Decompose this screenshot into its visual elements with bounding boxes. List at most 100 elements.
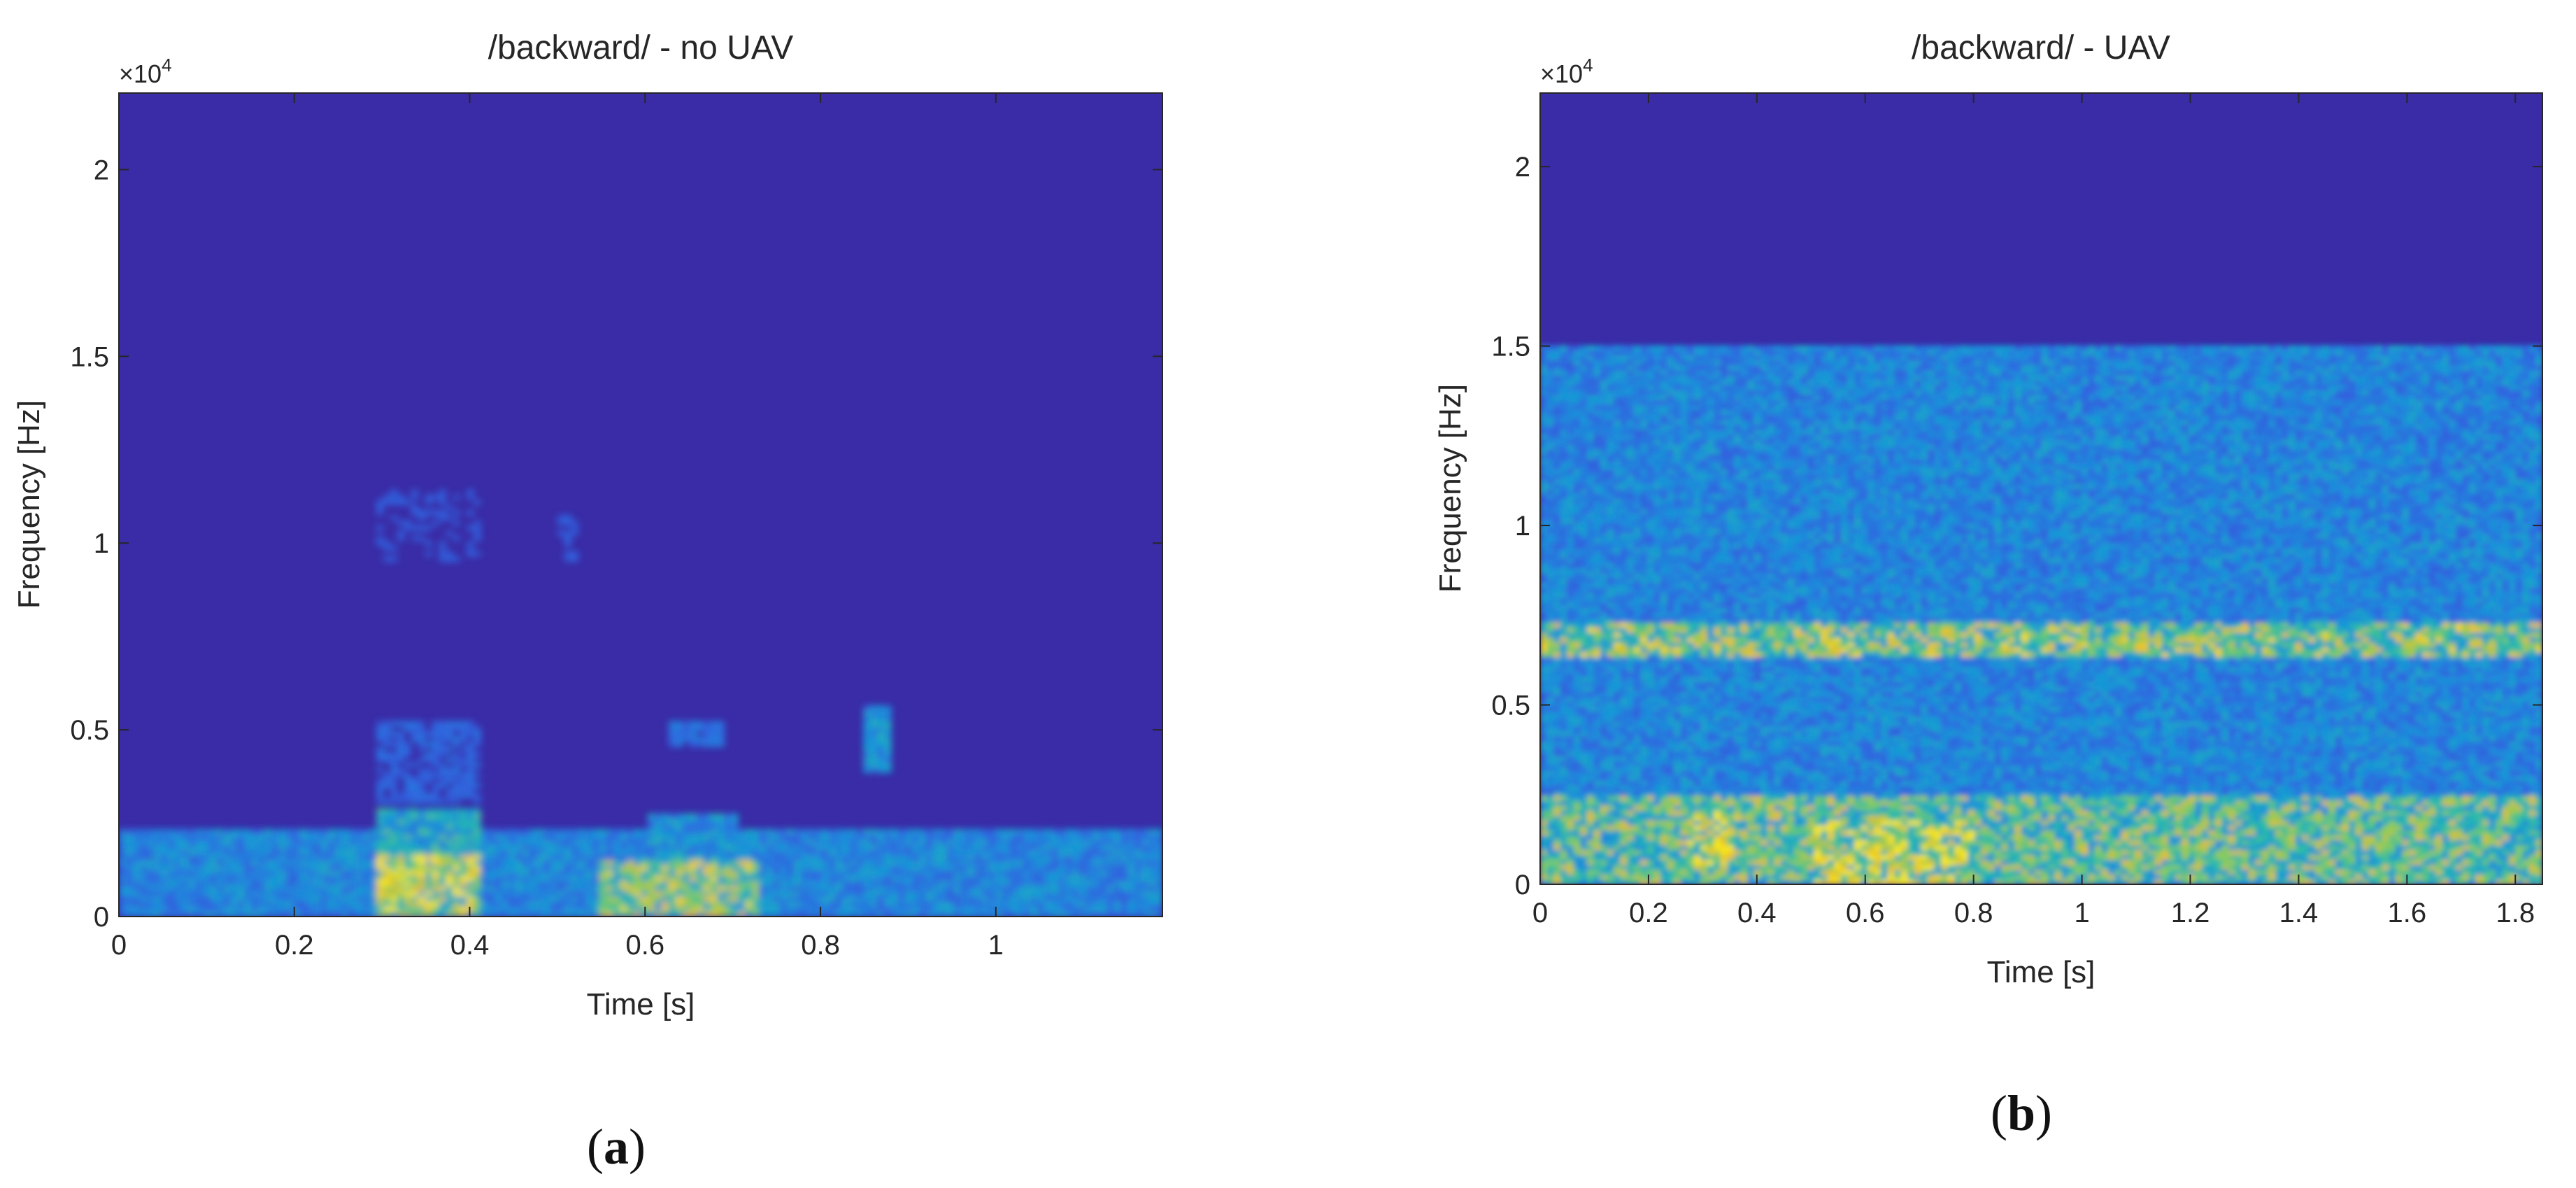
spectrogram-cell <box>390 885 398 891</box>
spectrogram-cell <box>1560 597 1567 603</box>
spectrogram-cell <box>877 880 885 886</box>
spectrogram-cell <box>515 900 523 907</box>
spectrogram-cell <box>501 911 509 917</box>
spectrogram-cell <box>550 834 558 840</box>
spectrogram-cell <box>1614 686 1621 692</box>
spectrogram-cell <box>1627 756 1635 761</box>
spectrogram-cell <box>1633 667 1641 672</box>
spectrogram-cell <box>481 891 488 897</box>
spectrogram-cell <box>390 777 398 784</box>
spectrogram-cell <box>1540 765 1548 771</box>
spectrogram-cell <box>522 849 530 856</box>
spectrogram-cell <box>223 875 231 882</box>
spectrogram-cell <box>432 788 440 794</box>
spectrogram-cell <box>1600 365 1608 371</box>
spectrogram-cell <box>1065 849 1073 856</box>
spectrogram-cell <box>188 870 196 876</box>
spectrogram-cell <box>460 772 467 778</box>
spectrogram-cell <box>1614 859 1621 865</box>
spectrogram-cell <box>807 870 816 876</box>
spectrogram-cell <box>1586 434 1595 440</box>
spectrogram-cell <box>1580 879 1588 884</box>
spectrogram-cell <box>1540 493 1548 500</box>
spectrogram-cell <box>1620 730 1628 737</box>
spectrogram-cell <box>376 535 384 542</box>
spectrogram-cell <box>397 721 405 727</box>
spectrogram-cell <box>460 736 467 742</box>
spectrogram-cell <box>1079 891 1087 897</box>
spectrogram-cell <box>960 891 968 897</box>
spectrogram-cell <box>1614 667 1621 672</box>
spectrogram-cell <box>564 520 572 526</box>
spectrogram-cell <box>1614 414 1621 420</box>
spectrogram-cell <box>717 731 725 737</box>
spectrogram-cell <box>1593 345 1601 351</box>
spectrogram-cell <box>390 819 398 825</box>
spectrogram-cell <box>119 844 127 850</box>
spectrogram-cell <box>1072 828 1080 835</box>
spectrogram-cell <box>467 541 474 546</box>
spectrogram-cell <box>1633 617 1641 623</box>
spectrogram-cell <box>230 849 238 856</box>
spectrogram-cell <box>515 875 523 882</box>
spectrogram-cell <box>488 839 495 845</box>
spectrogram-cell <box>703 844 711 850</box>
spectrogram-cell <box>376 875 384 882</box>
spectrogram-cell <box>571 896 578 902</box>
spectrogram-cell <box>174 880 183 886</box>
spectrogram-cell <box>1553 518 1561 524</box>
spectrogram-cell <box>230 900 238 907</box>
spectrogram-cell <box>1633 661 1641 667</box>
spectrogram-cell <box>842 854 850 861</box>
spectrogram-cell <box>613 849 620 856</box>
spectrogram-cell <box>710 834 718 840</box>
spectrogram-cell <box>1653 820 1661 826</box>
spectrogram-cell <box>1646 746 1655 751</box>
spectrogram-cell <box>132 860 141 866</box>
spectrogram-cell <box>682 823 690 830</box>
spectrogram-cell <box>1567 646 1574 653</box>
spectrogram-cell <box>1023 844 1031 850</box>
spectrogram-cell <box>1620 785 1628 791</box>
spectrogram-cell <box>981 834 989 840</box>
spectrogram-cell <box>494 900 502 907</box>
spectrogram-cell <box>1593 572 1601 579</box>
spectrogram-cell <box>1593 518 1601 524</box>
spectrogram-cell <box>1607 701 1614 707</box>
spectrogram-cell <box>1546 607 1554 613</box>
spectrogram-cell <box>237 875 245 882</box>
spectrogram-cell <box>703 736 711 742</box>
spectrogram-cell <box>167 885 176 891</box>
spectrogram-cell <box>153 844 162 850</box>
spectrogram-cell <box>1553 617 1561 623</box>
spectrogram-cell <box>1593 716 1601 722</box>
spectrogram-cell <box>1620 770 1628 777</box>
spectrogram-cell <box>703 870 711 876</box>
spectrogram-cell <box>773 865 781 871</box>
spectrogram-cell <box>1044 875 1052 882</box>
spectrogram-cell <box>453 844 460 850</box>
spectrogram-cell <box>779 870 788 876</box>
spectrogram-cell <box>668 911 676 917</box>
spectrogram-cell <box>1614 469 1621 474</box>
spectrogram-cell <box>1580 607 1588 613</box>
spectrogram-cell <box>1614 726 1621 732</box>
spectrogram-cell <box>1044 885 1052 891</box>
spectrogram-cell <box>1058 870 1066 876</box>
spectrogram-cell <box>320 849 328 856</box>
spectrogram-cell <box>995 860 1003 866</box>
spectrogram-cell <box>1607 444 1614 450</box>
spectrogram-cell <box>1553 612 1561 618</box>
spectrogram-cell <box>689 736 697 742</box>
spectrogram-cell <box>1546 513 1554 519</box>
spectrogram-cell <box>139 911 148 917</box>
spectrogram-cell <box>1593 459 1601 465</box>
spectrogram-cell <box>689 891 697 897</box>
spectrogram-cell <box>390 823 398 830</box>
spectrogram-cell <box>348 880 356 886</box>
spectrogram-cell <box>264 870 273 876</box>
spectrogram-cell <box>564 860 572 866</box>
spectrogram-cell <box>1023 860 1031 866</box>
spectrogram-cell <box>369 885 377 891</box>
spectrogram-cell <box>1553 667 1561 672</box>
